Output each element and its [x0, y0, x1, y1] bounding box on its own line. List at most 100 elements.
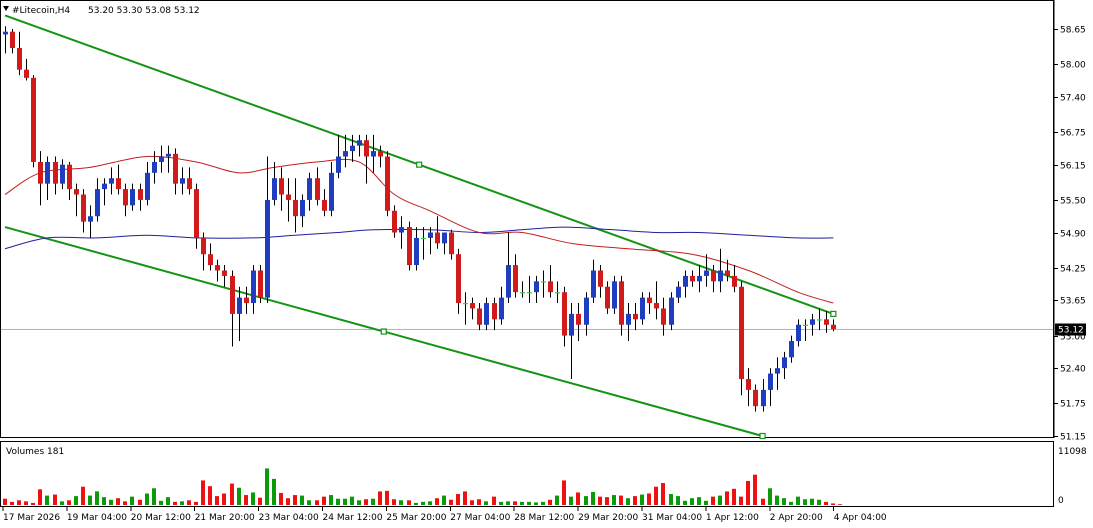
candle [329, 161, 334, 217]
candle-body [605, 286, 610, 309]
candle-body [371, 151, 376, 157]
candle [130, 183, 135, 211]
volume-bar [612, 495, 616, 505]
volume-bar [307, 500, 311, 505]
volume-bar [626, 498, 630, 505]
volume-bar [357, 500, 361, 505]
time-tick-label: 27 Mar 04:00 [450, 513, 510, 523]
candle [676, 281, 681, 304]
time-tick-label: 24 Mar 12:00 [323, 513, 383, 523]
candle [463, 292, 468, 325]
candle [562, 286, 567, 347]
volume-bar [180, 501, 184, 505]
candle [477, 303, 482, 331]
candle-body [810, 319, 815, 325]
candle [123, 183, 128, 217]
volume-bar [803, 499, 807, 505]
volume-bar [88, 495, 92, 505]
collapse-triangle-icon[interactable] [3, 6, 9, 11]
candle-body [60, 164, 65, 184]
candle-body [619, 281, 624, 325]
candle-body [24, 69, 29, 78]
volume-bar [152, 488, 156, 505]
volume-bar [10, 501, 14, 505]
candle [548, 265, 553, 298]
candle-body [95, 189, 100, 217]
volume-bar [591, 491, 595, 505]
time-tick-label: 31 Mar 04:00 [642, 513, 702, 523]
candle [669, 292, 674, 331]
volume-bar [102, 497, 106, 505]
volume-bar [492, 496, 496, 505]
channel-lines[interactable] [4, 14, 837, 440]
volume-bar [463, 491, 467, 505]
candle [307, 172, 312, 211]
candle [145, 161, 150, 206]
candle [17, 31, 22, 76]
candle [237, 286, 242, 342]
volume-bar [378, 491, 382, 505]
candle-body [81, 194, 86, 222]
ma-fast-line [4, 155, 834, 304]
volume-bar [173, 501, 177, 505]
candle [215, 259, 220, 282]
candle [506, 232, 511, 304]
volume-bar [130, 496, 134, 505]
candle-body [661, 308, 666, 325]
candle-body [683, 275, 688, 287]
candle-body [569, 313, 574, 336]
price-tick-label: 54.90 [1060, 230, 1086, 240]
volume-bar [824, 501, 828, 505]
candle [300, 194, 305, 228]
volume-bar [739, 496, 743, 505]
volume-bar [484, 501, 488, 505]
candle [138, 183, 143, 211]
candle-body [123, 189, 128, 206]
candle-body [187, 178, 192, 190]
candle [201, 232, 206, 271]
volume-bar [53, 494, 57, 505]
candle-body [293, 199, 298, 217]
candle-body [222, 270, 227, 276]
ma-slow-line [4, 226, 834, 250]
candle-body [782, 357, 787, 369]
volume-bar [399, 500, 403, 505]
candle-body [513, 265, 518, 293]
candle [555, 281, 560, 304]
candle [739, 281, 744, 396]
volume-bar [619, 495, 623, 505]
candle [95, 178, 100, 222]
candle [31, 75, 36, 168]
volume-bar [145, 493, 149, 505]
time-tick-label: 2 Apr 20:00 [770, 513, 823, 523]
price-tick-label: 55.50 [1060, 197, 1086, 207]
candle [67, 161, 72, 200]
volume-bar [279, 492, 283, 505]
candle-body [17, 47, 22, 70]
candle-body [357, 140, 362, 146]
price-tick-label: 51.15 [1060, 433, 1086, 443]
candle [399, 216, 404, 249]
volume-bar [768, 488, 772, 505]
volume-bar [640, 494, 644, 505]
volume-bar [683, 500, 687, 505]
candle [768, 368, 773, 407]
volume-bar [761, 498, 765, 505]
volume-bar [364, 499, 368, 505]
candle [647, 292, 652, 314]
channel-upper-line-end-handle [830, 310, 837, 317]
candle [598, 265, 603, 298]
candle [633, 303, 638, 331]
candle-body [548, 281, 553, 293]
candle-body [265, 199, 270, 298]
volume-bar [31, 502, 35, 505]
candle-body [152, 161, 157, 173]
candle-body [732, 275, 737, 287]
price-tick-label: 52.40 [1060, 365, 1086, 375]
candle-body [173, 153, 178, 184]
time-tick-label: 17 Mar 2026 [3, 513, 60, 523]
candle [173, 148, 178, 195]
channel-lower-line-end-handle [759, 432, 766, 440]
volume-bar [407, 500, 411, 505]
candle-body [399, 227, 404, 233]
